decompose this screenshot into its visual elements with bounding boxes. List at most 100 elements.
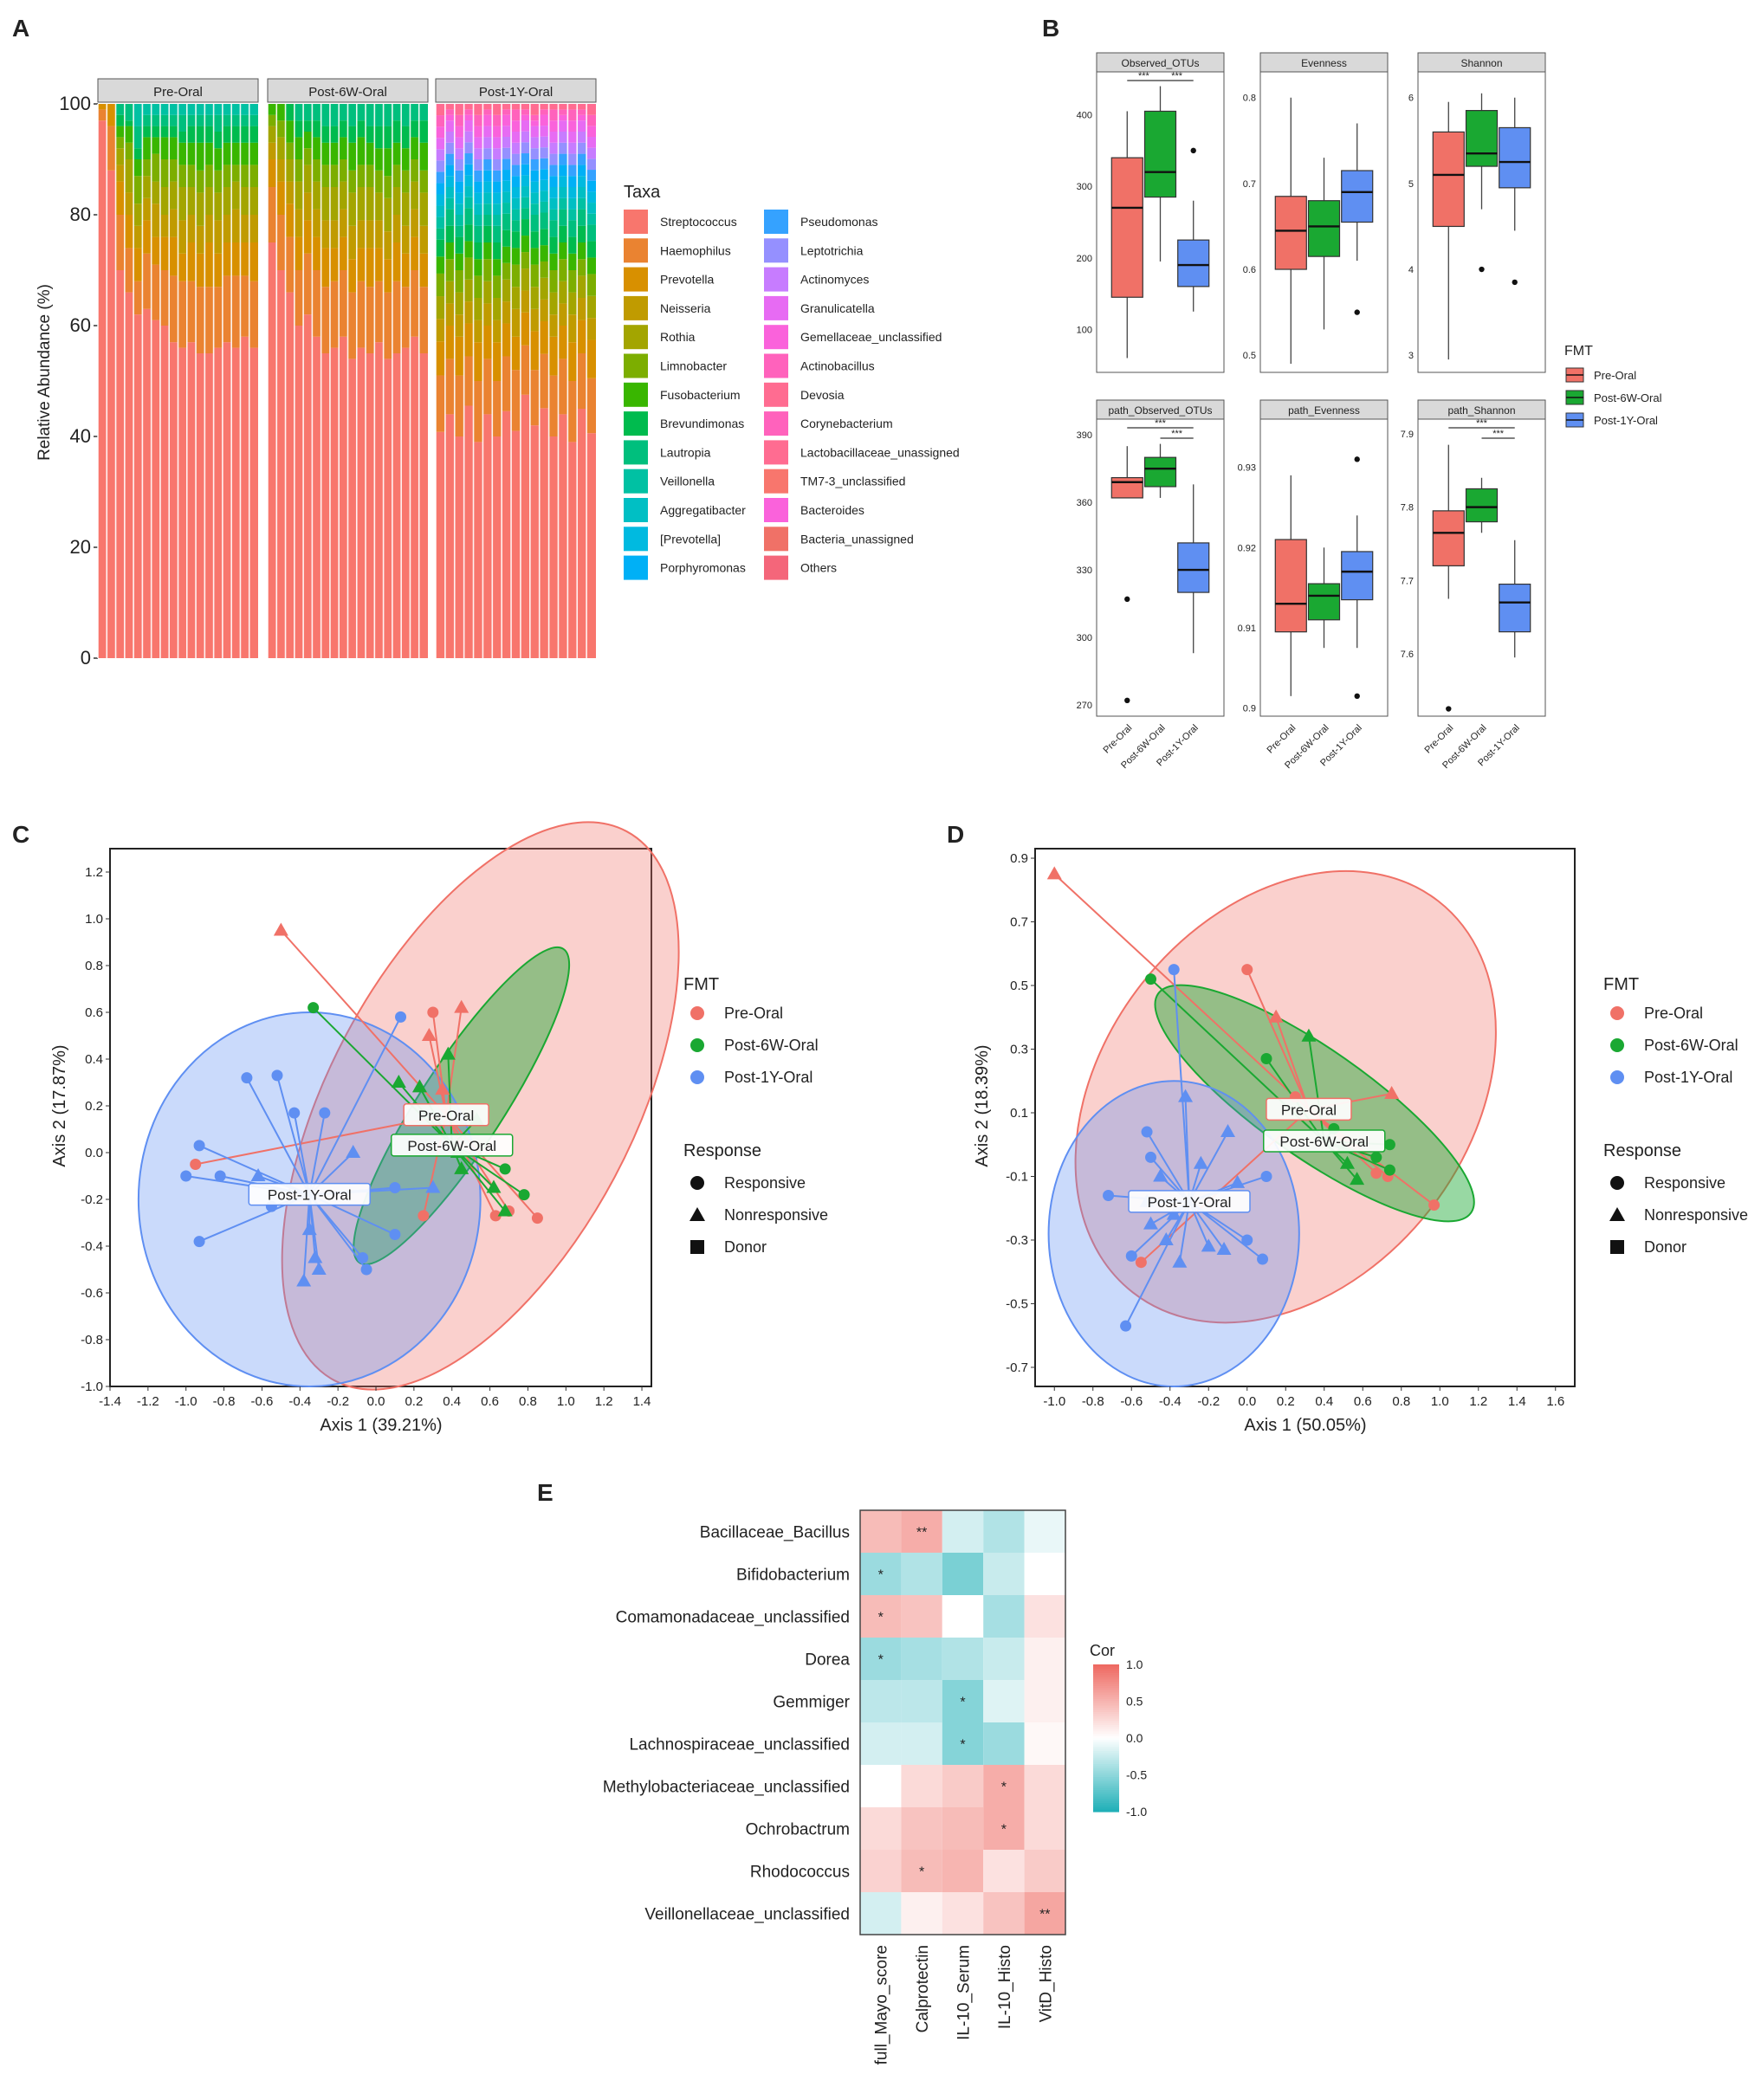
bar-segment (529, 370, 540, 426)
bar-segment (502, 279, 512, 302)
legend-swatch (764, 440, 788, 465)
outlier-point (1354, 456, 1360, 462)
bar-segment (204, 287, 214, 353)
bar-segment (586, 158, 596, 171)
bar-segment (436, 115, 445, 127)
bar-segment (444, 242, 455, 260)
significance-star: * (878, 1653, 884, 1668)
bar-segment (294, 120, 304, 138)
bar-segment (586, 224, 596, 242)
bar-segment (222, 104, 232, 115)
y-tick-label: 0.1 (1010, 1106, 1028, 1121)
bar-segment (268, 242, 277, 658)
legend-title: FMT (1603, 975, 1639, 994)
bar-segment (436, 431, 445, 658)
centroid-label: Pre-Oral (418, 1108, 474, 1124)
heatmap-cell (901, 1638, 942, 1680)
y-tick-label: 0.4 (85, 1052, 103, 1067)
bar-segment (294, 159, 304, 182)
bar-segment (539, 261, 549, 278)
bar-segment (567, 342, 578, 381)
y-tick-label: -0.4 (81, 1239, 103, 1254)
bar-segment (502, 262, 512, 280)
legend-label: Bacteroides (800, 503, 864, 517)
bar-segment (567, 176, 578, 187)
bar-segment (529, 287, 540, 309)
bar-segment (418, 192, 428, 226)
bar-segment (249, 347, 258, 658)
bar-segment (586, 170, 596, 181)
colorbar-tick-label: -1.0 (1126, 1805, 1147, 1819)
y-tick-label: -0.7 (1006, 1360, 1028, 1375)
box (1341, 551, 1374, 601)
bar-segment (492, 275, 502, 298)
legend-label: Others (800, 561, 837, 575)
significance-label: *** (1476, 418, 1488, 429)
bar-segment (482, 181, 493, 193)
bar-segment (374, 104, 384, 126)
legend-point (690, 1070, 704, 1084)
bar-segment (213, 220, 223, 254)
bar-segment (454, 114, 464, 126)
colorbar-slice (1093, 1738, 1119, 1741)
bar-segment (276, 215, 286, 270)
bar-segment (204, 126, 214, 143)
sample-point (389, 1229, 401, 1240)
bar-segment (511, 336, 521, 371)
panel-b: B Observed_OTUs 100 200 300 400 *** *** Evennes… (1042, 15, 1662, 771)
x-tick-label: 1.2 (1469, 1394, 1487, 1409)
bar-segment (383, 126, 392, 149)
bar-segment (374, 281, 384, 343)
sample-point (308, 1002, 320, 1014)
sample-point (421, 1028, 437, 1041)
colorbar-slice (1093, 1770, 1119, 1774)
spider-line (246, 1077, 311, 1196)
bar-segment (529, 159, 540, 171)
bar-segment (511, 109, 521, 121)
heatmap-cell (860, 1638, 902, 1680)
bar-segment (392, 353, 402, 658)
bar-segment (356, 137, 366, 165)
bar-segment (548, 142, 559, 154)
colorbar-slice (1093, 1703, 1119, 1707)
bar-segment (366, 104, 375, 126)
bar-segment (539, 169, 549, 180)
bar-segment (444, 326, 455, 359)
bar-segment (115, 137, 125, 149)
column-label: IL-10_Serum (955, 1945, 974, 2040)
legend-label: Haemophilus (660, 243, 731, 257)
heatmap-cell (860, 1807, 902, 1850)
bar-segment (558, 259, 568, 281)
bar-segment (186, 142, 197, 165)
boxplot-facet: Shannon 3 4 5 6 (1408, 52, 1546, 373)
bar-segment (196, 225, 205, 254)
bar-segment (463, 186, 474, 197)
bar-segment (444, 303, 455, 326)
bar-segment (586, 213, 596, 225)
y-tick-label: -0.6 (81, 1286, 103, 1301)
bar-segment (436, 228, 445, 240)
bar-segment (124, 104, 134, 121)
panel-d-letter: D (947, 821, 964, 848)
colorbar-slice (1093, 1805, 1119, 1808)
colorbar-slice (1093, 1748, 1119, 1752)
bar-segment (240, 104, 249, 115)
y-tick-label: 0 (81, 647, 91, 669)
heatmap-cell (942, 1722, 984, 1765)
colorbar-slice (1093, 1786, 1119, 1789)
significance-label: *** (1155, 418, 1167, 429)
spider-line (308, 1016, 402, 1196)
bar-segment (231, 114, 241, 126)
bar-segment (454, 148, 464, 159)
spider-line (276, 1075, 311, 1195)
panel-a-letter: A (12, 15, 29, 42)
x-tick-label: Pre-Oral (1266, 723, 1298, 756)
sample-point (1220, 1124, 1235, 1138)
sample-point (190, 1159, 202, 1170)
bar-segment (548, 176, 559, 187)
bar-segment (418, 253, 428, 288)
x-tick-label: 1.6 (1546, 1394, 1564, 1409)
y-tick-label: 0.9 (1010, 851, 1028, 866)
bar-segment (502, 301, 512, 324)
bar-segment (410, 270, 419, 337)
